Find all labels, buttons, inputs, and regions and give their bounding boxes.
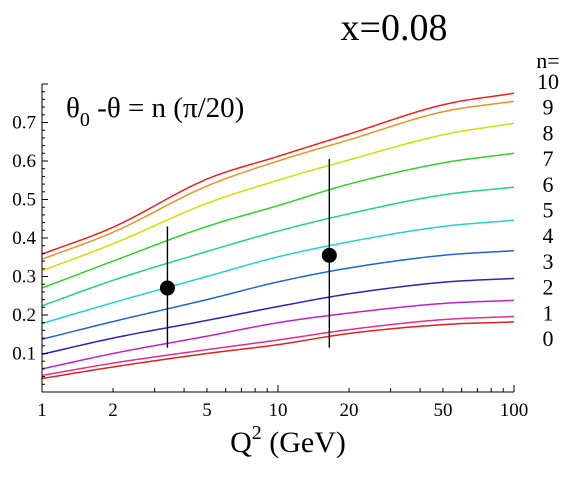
x-tick-label: 2 xyxy=(108,400,118,421)
series-line-n4 xyxy=(41,249,515,340)
y-tick-label: 0.2 xyxy=(12,305,36,326)
y-tick-label: 0.6 xyxy=(12,151,36,172)
series-line-n2 xyxy=(41,299,515,370)
axes: 0.1 0.2 0.3 0.4 0.5 0.6 0.7 1 2 5 10 20 50 100 xyxy=(12,83,529,421)
y-tick-label: 0.1 xyxy=(12,344,36,365)
angle-annotation-rest: -θ = n (π/20) xyxy=(90,92,244,124)
legend-label-n5: 5 xyxy=(543,198,554,223)
series-line-n6 xyxy=(41,186,515,307)
legend-label-n9: 9 xyxy=(543,95,554,120)
legend-label-n4: 4 xyxy=(543,223,554,248)
y-tick-label: 0.7 xyxy=(12,113,36,134)
legend-label-n0: 0 xyxy=(543,326,554,351)
theta0-symbol: θ xyxy=(66,92,80,124)
x-tick-label: 10 xyxy=(269,400,288,421)
x-axis-label-sup: 2 xyxy=(252,422,262,444)
y-tick-label: 0.3 xyxy=(12,267,36,288)
x-axis-label: Q2 (GeV) xyxy=(230,422,346,459)
legend-label-n8: 8 xyxy=(543,120,554,145)
legend-label-n3: 3 xyxy=(543,249,554,274)
series-line-n10 xyxy=(41,92,515,255)
series-line-n9 xyxy=(41,100,515,260)
series-line-n1 xyxy=(41,315,515,377)
data-point xyxy=(321,247,337,263)
angle-annotation: θ0 -θ = n (π/20) xyxy=(66,92,244,131)
x-tick-label: 5 xyxy=(202,400,212,421)
series-lines xyxy=(41,92,515,380)
y-tick-label: 0.4 xyxy=(12,228,36,249)
legend-label-n2: 2 xyxy=(543,275,554,300)
series-line-n5 xyxy=(41,219,515,325)
legend-label-n10: 10 xyxy=(537,69,559,94)
x-axis-label-base: Q xyxy=(230,426,252,459)
legend-label-n6: 6 xyxy=(543,172,554,197)
chart-title: x=0.08 xyxy=(341,7,448,49)
series-line-n8 xyxy=(41,122,515,272)
legend-label-n7: 7 xyxy=(543,146,554,171)
legend-header: n= xyxy=(536,48,559,73)
series-line-n7 xyxy=(41,152,515,289)
x-tick-label: 1 xyxy=(37,400,47,421)
theta0-subscript: 0 xyxy=(80,109,90,131)
y-tick-label: 0.5 xyxy=(12,190,36,211)
x-tick-label: 50 xyxy=(433,400,452,421)
x-tick-label: 100 xyxy=(500,400,529,421)
series-line-n0 xyxy=(41,321,515,380)
x-axis-label-unit: (GeV) xyxy=(262,426,346,459)
data-points xyxy=(159,159,337,348)
data-point xyxy=(159,280,175,296)
legend-label-n1: 1 xyxy=(543,300,554,325)
series-line-n3 xyxy=(41,277,515,356)
x-tick-label: 20 xyxy=(340,400,359,421)
